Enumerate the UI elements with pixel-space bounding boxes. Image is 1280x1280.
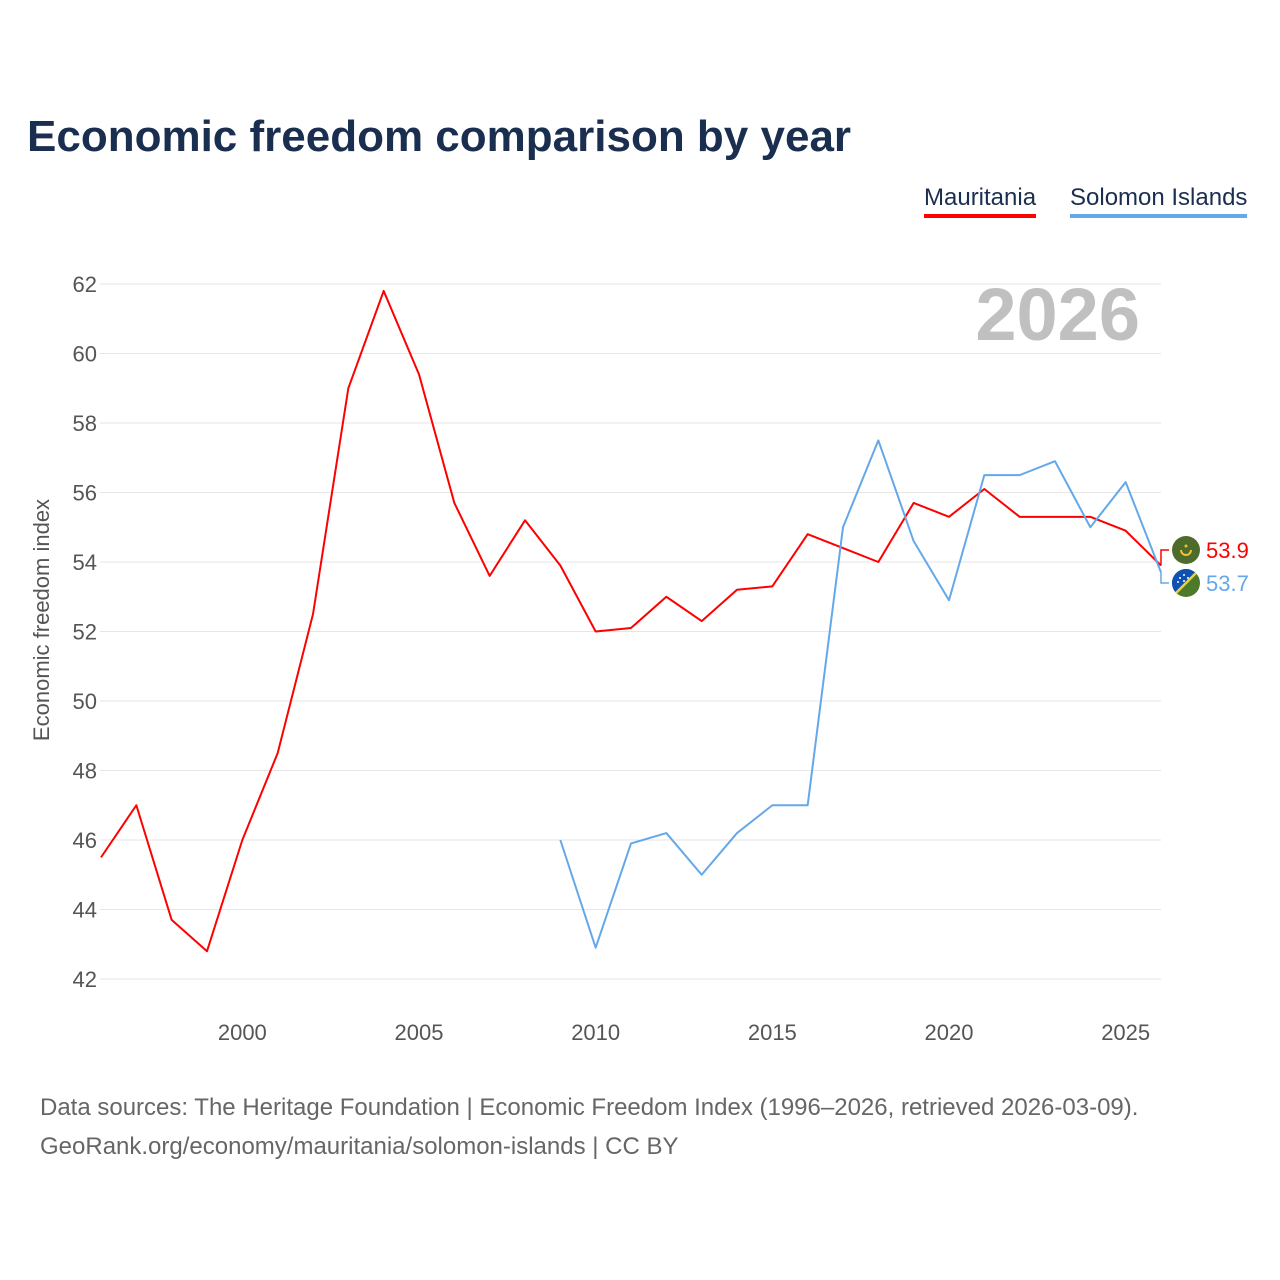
x-tick-label: 2020	[925, 1020, 974, 1045]
y-tick-label: 54	[73, 550, 97, 575]
x-tick-label: 2005	[395, 1020, 444, 1045]
y-tick-label: 62	[73, 272, 97, 297]
y-tick-label: 46	[73, 828, 97, 853]
legend-solomon-islands[interactable]: Solomon Islands	[1070, 184, 1248, 218]
y-tick-label: 48	[73, 759, 97, 784]
x-tick-label: 2000	[218, 1020, 267, 1045]
y-tick-label: 60	[73, 342, 97, 367]
end-value-label: 53.7	[1206, 571, 1249, 596]
source-text: Data sources: The Heritage Foundation | …	[40, 1094, 1139, 1121]
end-label-connector	[1160, 549, 1169, 566]
current-year-label: 2026	[975, 273, 1140, 356]
mauritania-flag-icon	[1172, 536, 1200, 564]
y-tick-label: 52	[73, 620, 97, 645]
y-tick-label: 44	[73, 898, 97, 923]
attribution-text: GeoRank.org/economy/mauritania/solomon-i…	[40, 1133, 679, 1160]
end-value-label: 53.9	[1206, 538, 1249, 563]
series-line-mauritania	[100, 289, 1162, 953]
end-label-connector	[1160, 572, 1169, 584]
x-tick-label: 2025	[1101, 1020, 1150, 1045]
y-tick-label: 42	[73, 967, 97, 992]
y-tick-label: 58	[73, 411, 97, 436]
solomon-islands-flag-icon	[1172, 569, 1200, 597]
footer: Data sources: The Heritage Foundation | …	[40, 1088, 1138, 1166]
x-tick-label: 2010	[571, 1020, 620, 1045]
legend-mauritania[interactable]: Mauritania	[924, 184, 1037, 218]
y-tick-label: 50	[73, 689, 97, 714]
series-line-solomon-islands	[559, 439, 1162, 949]
y-tick-label: 56	[73, 481, 97, 506]
chart-title: Economic freedom comparison by year	[27, 112, 852, 161]
x-tick-label: 2015	[748, 1020, 797, 1045]
